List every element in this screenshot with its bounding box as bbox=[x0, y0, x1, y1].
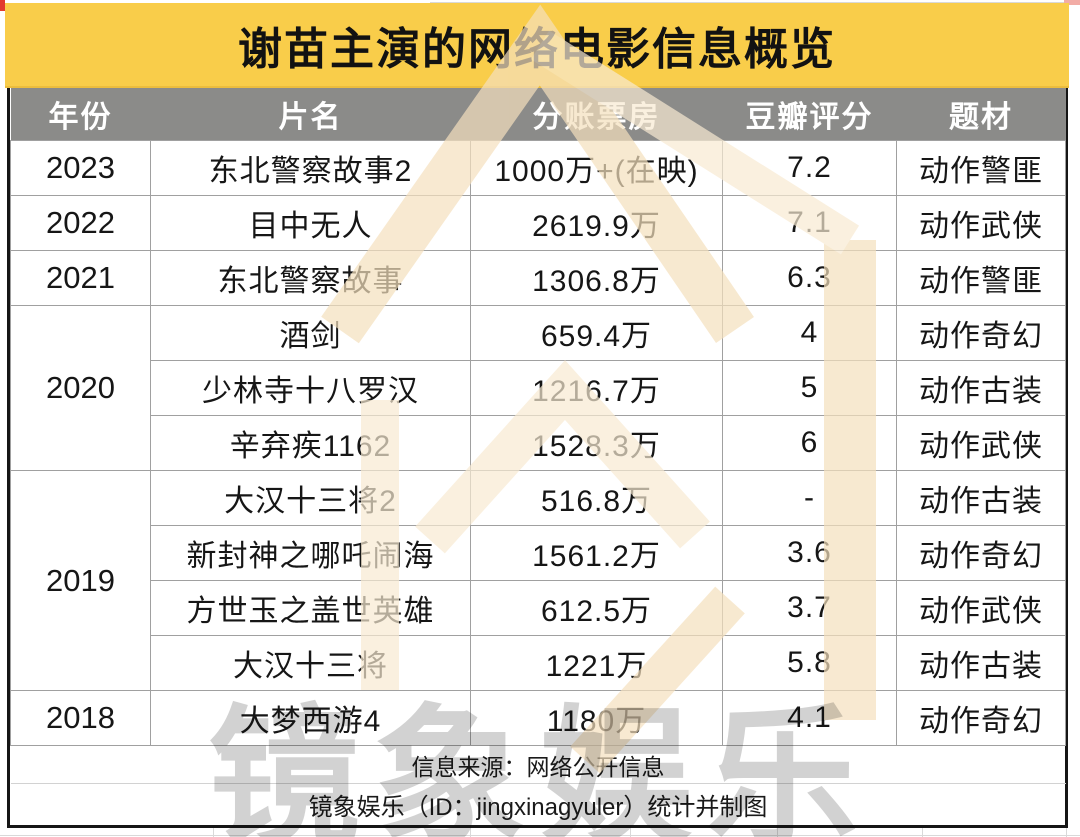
col-header-rating: 豆瓣评分 bbox=[722, 88, 897, 141]
excel-gridline bbox=[922, 823, 923, 837]
genre-cell: 动作古装 bbox=[896, 360, 1066, 416]
year-cell: 2021 bbox=[10, 250, 151, 306]
boxoffice-cell: 1528.3万 bbox=[470, 415, 723, 471]
genre-cell: 动作奇幻 bbox=[896, 690, 1066, 746]
credit-note: 镜象娱乐（ID：jingxinagyuler）统计并制图 bbox=[10, 783, 1066, 825]
film-title-cell: 酒剑 bbox=[150, 305, 471, 361]
page-title: 谢苗主演的网络电影信息概览 bbox=[238, 24, 836, 74]
excel-gridline bbox=[1066, 823, 1067, 837]
excel-gridline bbox=[0, 835, 1080, 836]
rating-cell: - bbox=[722, 470, 897, 526]
red-corner-mark bbox=[1064, 0, 1080, 5]
table-row: 2018 大梦西游4 1180万 4.1 动作奇幻 bbox=[10, 690, 1066, 746]
film-title-cell: 大汉十三将 bbox=[150, 635, 471, 691]
rating-cell: 3.6 bbox=[722, 525, 897, 581]
year-cell: 2023 bbox=[10, 140, 151, 196]
table-row: 2020 酒剑 659.4万 4 动作奇幻 bbox=[10, 305, 1066, 471]
genre-cell: 动作武侠 bbox=[896, 195, 1066, 251]
rating-cell: 4.1 bbox=[722, 690, 897, 746]
table-row: 2023 东北警察故事2 1000万+(在映) 7.2 动作警匪 bbox=[10, 140, 1066, 196]
excel-gridline bbox=[430, 2, 1080, 3]
excel-gridline bbox=[777, 823, 778, 837]
year-cell: 2020 bbox=[10, 305, 151, 471]
table-row: 大汉十三将 1221万 5.8 动作古装 bbox=[11, 635, 1066, 691]
col-header-boxoffice: 分账票房 bbox=[470, 88, 723, 141]
film-title-cell: 目中无人 bbox=[150, 195, 471, 251]
excel-gridline bbox=[470, 823, 471, 837]
table-row: 2022 目中无人 2619.9万 7.1 动作武侠 bbox=[10, 195, 1066, 251]
film-title-cell: 方世玉之盖世英雄 bbox=[150, 580, 471, 636]
movie-table: 年份 片名 分账票房 豆瓣评分 题材 2023 东北警察故事2 1000万+(在… bbox=[10, 88, 1066, 825]
boxoffice-cell: 1180万 bbox=[470, 690, 723, 746]
table-row: 辛弃疾1162 1528.3万 6 动作武侠 bbox=[11, 415, 1066, 471]
boxoffice-cell: 2619.9万 bbox=[470, 195, 723, 251]
rating-cell: 7.1 bbox=[722, 195, 897, 251]
rating-cell: 5.8 bbox=[722, 635, 897, 691]
year-cell: 2019 bbox=[10, 470, 151, 691]
footer-source-row: 信息来源：网络公开信息 bbox=[10, 745, 1066, 784]
boxoffice-cell: 1000万+(在映) bbox=[470, 140, 723, 196]
rating-cell: 6.3 bbox=[722, 250, 897, 306]
rating-cell: 4 bbox=[722, 305, 897, 361]
rating-cell: 5 bbox=[722, 360, 897, 416]
film-title-cell: 辛弃疾1162 bbox=[150, 415, 471, 471]
boxoffice-cell: 1306.8万 bbox=[470, 250, 723, 306]
table-row: 2021 东北警察故事 1306.8万 6.3 动作警匪 bbox=[10, 250, 1066, 306]
table-row: 2019 大汉十三将2 516.8万 - 动作古装 bbox=[10, 470, 1066, 691]
col-header-year: 年份 bbox=[10, 88, 151, 141]
table-row: 方世玉之盖世英雄 612.5万 3.7 动作武侠 bbox=[11, 580, 1066, 636]
genre-cell: 动作古装 bbox=[896, 470, 1066, 526]
film-title-cell: 少林寺十八罗汉 bbox=[150, 360, 471, 416]
genre-cell: 动作武侠 bbox=[896, 580, 1066, 636]
source-note: 信息来源：网络公开信息 bbox=[10, 745, 1066, 784]
genre-cell: 动作古装 bbox=[896, 635, 1066, 691]
table-row: 少林寺十八罗汉 1216.7万 5 动作古装 bbox=[11, 360, 1066, 416]
title-banner: 谢苗主演的网络电影信息概览 bbox=[5, 3, 1069, 88]
red-corner-mark bbox=[0, 0, 5, 11]
film-title-cell: 大梦西游4 bbox=[150, 690, 471, 746]
film-title-cell: 大汉十三将2 bbox=[150, 470, 471, 526]
col-header-genre: 题材 bbox=[896, 88, 1066, 141]
genre-cell: 动作警匪 bbox=[896, 140, 1066, 196]
footer-credit-row: 镜象娱乐（ID：jingxinagyuler）统计并制图 bbox=[10, 783, 1066, 825]
genre-cell: 动作奇幻 bbox=[896, 525, 1066, 581]
excel-gridline bbox=[630, 823, 631, 837]
genre-cell: 动作武侠 bbox=[896, 415, 1066, 471]
header-row: 年份 片名 分账票房 豆瓣评分 题材 bbox=[10, 88, 1066, 141]
boxoffice-cell: 659.4万 bbox=[470, 305, 723, 361]
boxoffice-cell: 1216.7万 bbox=[470, 360, 723, 416]
boxoffice-cell: 612.5万 bbox=[470, 580, 723, 636]
film-title-cell: 东北警察故事 bbox=[150, 250, 471, 306]
film-title-cell: 东北警察故事2 bbox=[150, 140, 471, 196]
boxoffice-cell: 1561.2万 bbox=[470, 525, 723, 581]
movie-table-frame: 年份 片名 分账票房 豆瓣评分 题材 2023 东北警察故事2 1000万+(在… bbox=[7, 88, 1068, 828]
year-cell: 2018 bbox=[10, 690, 151, 746]
boxoffice-cell: 516.8万 bbox=[470, 470, 723, 526]
rating-cell: 7.2 bbox=[722, 140, 897, 196]
rating-cell: 3.7 bbox=[722, 580, 897, 636]
genre-cell: 动作警匪 bbox=[896, 250, 1066, 306]
genre-cell: 动作奇幻 bbox=[896, 305, 1066, 361]
table-row: 新封神之哪吒闹海 1561.2万 3.6 动作奇幻 bbox=[11, 525, 1066, 581]
year-cell: 2022 bbox=[10, 195, 151, 251]
excel-gridline bbox=[213, 823, 214, 837]
boxoffice-cell: 1221万 bbox=[470, 635, 723, 691]
col-header-title: 片名 bbox=[150, 88, 471, 141]
rating-cell: 6 bbox=[722, 415, 897, 471]
film-title-cell: 新封神之哪吒闹海 bbox=[150, 525, 471, 581]
